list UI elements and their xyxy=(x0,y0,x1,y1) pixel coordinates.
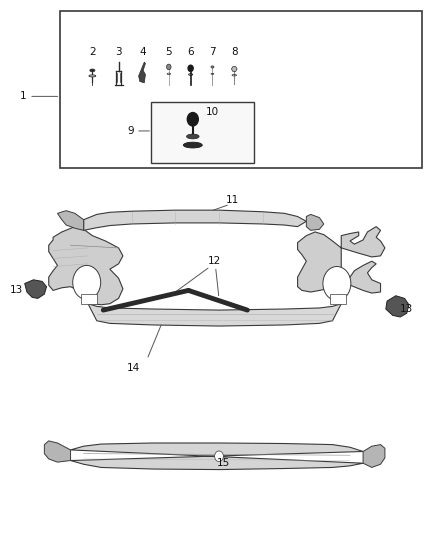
Text: 10: 10 xyxy=(206,107,219,117)
Bar xyxy=(330,294,346,304)
Text: 12: 12 xyxy=(208,256,221,266)
Polygon shape xyxy=(306,214,324,230)
Text: 14: 14 xyxy=(127,362,141,373)
Text: 9: 9 xyxy=(127,126,134,136)
Polygon shape xyxy=(49,227,123,305)
Circle shape xyxy=(73,265,101,300)
Text: 6: 6 xyxy=(187,46,194,56)
Ellipse shape xyxy=(187,134,199,139)
Polygon shape xyxy=(25,280,46,298)
Text: 13: 13 xyxy=(400,304,413,314)
Text: 3: 3 xyxy=(115,46,122,56)
Polygon shape xyxy=(88,304,341,326)
Ellipse shape xyxy=(90,69,95,72)
Bar xyxy=(81,294,97,304)
Text: 5: 5 xyxy=(166,46,172,56)
Text: 13: 13 xyxy=(9,286,23,295)
Text: 11: 11 xyxy=(226,195,239,205)
Polygon shape xyxy=(84,210,306,230)
Polygon shape xyxy=(363,445,385,467)
Polygon shape xyxy=(386,296,409,317)
Text: 15: 15 xyxy=(217,458,230,468)
Ellipse shape xyxy=(184,142,202,148)
Polygon shape xyxy=(297,227,385,293)
Circle shape xyxy=(215,451,223,462)
Text: 7: 7 xyxy=(209,46,216,56)
Text: 4: 4 xyxy=(139,46,146,56)
Circle shape xyxy=(188,65,193,71)
Text: 1: 1 xyxy=(20,91,27,101)
Polygon shape xyxy=(138,62,145,83)
Polygon shape xyxy=(231,67,237,71)
Circle shape xyxy=(187,112,198,126)
Polygon shape xyxy=(71,443,363,470)
Bar xyxy=(60,11,422,168)
Text: 8: 8 xyxy=(231,46,237,56)
Bar xyxy=(151,102,254,163)
Circle shape xyxy=(323,266,351,301)
Circle shape xyxy=(166,64,171,70)
Polygon shape xyxy=(57,211,84,230)
Text: 2: 2 xyxy=(89,46,95,56)
Ellipse shape xyxy=(89,75,96,77)
Polygon shape xyxy=(44,441,71,462)
